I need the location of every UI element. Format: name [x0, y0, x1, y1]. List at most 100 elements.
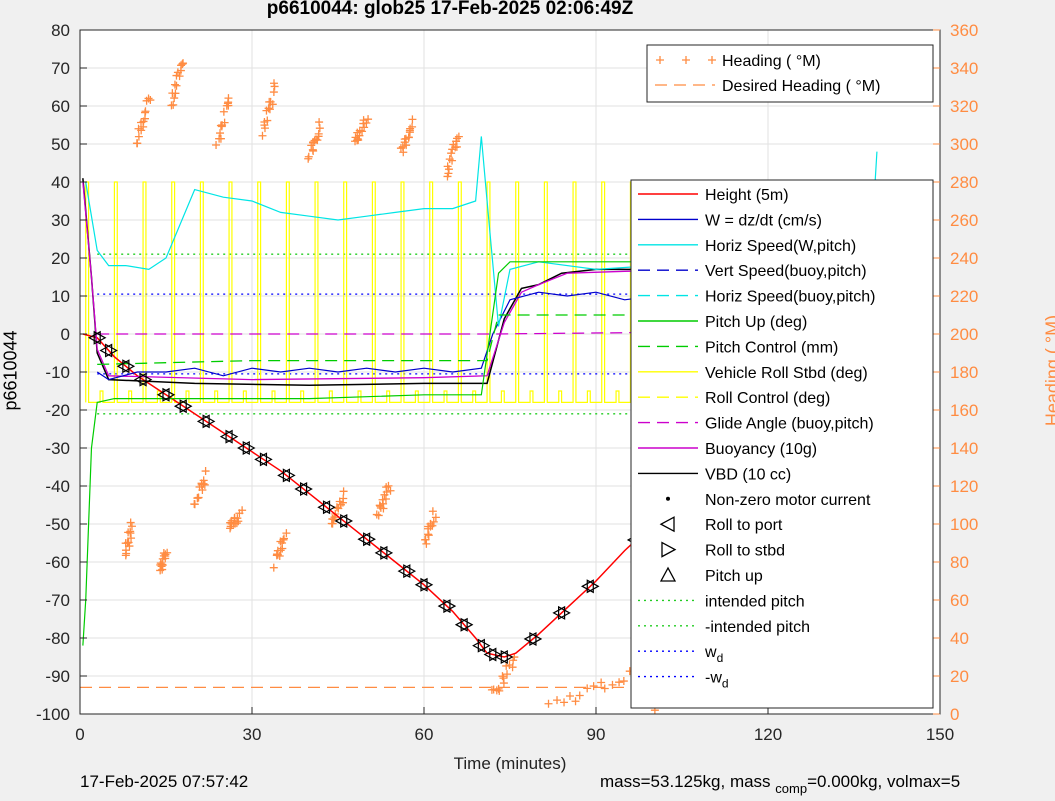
heading-point [384, 481, 393, 490]
roll-to-stbd-marker [380, 545, 394, 560]
heading-point [589, 682, 598, 691]
heading-point [362, 118, 371, 127]
legend-main-label: Glide Angle (buoy,pitch) [705, 416, 874, 433]
x-tick-label: 30 [243, 725, 262, 744]
y-tick-label: -50 [45, 515, 70, 534]
y-tick-label: -90 [45, 667, 70, 686]
y-tick-label: 80 [51, 21, 70, 40]
chart-title: p6610044: glob25 17-Feb-2025 02:06:49Z [266, 0, 634, 19]
legend-main-label: Roll to stbd [705, 543, 785, 560]
heading-point [315, 118, 324, 127]
heading-point [125, 542, 134, 551]
heading-point [428, 507, 437, 516]
heading-point [404, 133, 413, 142]
x-tick-label: 150 [926, 725, 954, 744]
y-tick-label: 50 [51, 135, 70, 154]
y-tick-label: -70 [45, 591, 70, 610]
roll-to-stbd-marker [179, 399, 193, 414]
left-y-ticks: -100-90-80-70-60-50-40-30-20-10010203040… [36, 21, 87, 724]
heading-point [132, 139, 141, 148]
y2-tick-label: 0 [950, 705, 959, 724]
y-tick-label: -10 [45, 363, 70, 382]
heading-point [200, 480, 209, 489]
y2-tick-label: 240 [950, 249, 978, 268]
roll-to-stbd-marker [300, 482, 313, 497]
heading-point [279, 535, 288, 544]
legend-swatch [659, 516, 675, 533]
heading-point [544, 699, 553, 708]
roll-to-stbd-marker [403, 564, 417, 579]
legend-heading-box [646, 44, 934, 103]
y2-tick-label: 320 [950, 97, 978, 116]
heading-point [364, 115, 373, 124]
heading-point [260, 121, 269, 130]
heading-point [402, 141, 411, 150]
roll-to-stbd-marker [586, 579, 600, 594]
heading-point [270, 79, 279, 88]
legend-main-label: Roll Control (deg) [705, 390, 830, 407]
legend-subscript: d [717, 651, 724, 665]
heading-point [171, 89, 180, 98]
roll-to-stbd-marker [93, 330, 107, 345]
comp-text: =0.000kg, volmax=5 [807, 772, 961, 791]
heading-point [224, 101, 233, 110]
legend-main-label: Roll to port [705, 517, 783, 534]
heading-point [378, 495, 387, 504]
heading-point [499, 674, 508, 683]
heading-point [170, 80, 179, 89]
heading-point [179, 59, 188, 68]
roll-to-stbd-marker [225, 429, 239, 444]
heading-point [275, 552, 284, 561]
series-glide_angle [97, 329, 877, 335]
heading-point [495, 686, 504, 695]
legend-main-label: Vehicle Roll Stbd (deg) [705, 365, 868, 382]
heading-point [137, 126, 146, 135]
legend-swatch [666, 496, 670, 501]
heading-point [708, 56, 716, 64]
roll-to-stbd-marker [162, 387, 176, 402]
heading-point [408, 115, 417, 124]
y2-tick-label: 140 [950, 439, 978, 458]
legend-subscript: d [722, 677, 729, 691]
roll-to-stbd-marker [443, 599, 457, 614]
heading-point [263, 116, 272, 125]
heading-point [429, 517, 438, 526]
heading-point [156, 566, 165, 575]
heading-point [276, 546, 285, 555]
legend-main-label: Horiz Speed(buoy,pitch) [705, 289, 875, 306]
y-tick-label: 30 [51, 211, 70, 230]
legend-swatch [661, 541, 677, 558]
legend-swatch [659, 566, 677, 582]
legend-main-label: Pitch Control (mm) [705, 339, 838, 356]
heading-point [258, 131, 267, 140]
roll-to-stbd-marker [460, 617, 474, 632]
heading-point [360, 123, 369, 132]
heading-point [233, 514, 242, 523]
heading-point [381, 495, 390, 504]
heading-point [141, 108, 150, 117]
roll-to-stbd-marker [529, 631, 543, 646]
heading-point [127, 522, 136, 531]
mass-text: mass=53.125kg, mass [600, 772, 771, 791]
heading-point [212, 141, 221, 149]
heading-point [494, 684, 503, 693]
heading-point [134, 132, 143, 141]
x-tick-label: 60 [415, 725, 434, 744]
heading-point [408, 122, 417, 131]
heading-point [172, 81, 181, 90]
roll-to-stbd-marker [500, 649, 514, 665]
heading-point [682, 56, 690, 64]
heading-point [124, 538, 133, 547]
legend-main-label: -intended pitch [705, 619, 810, 636]
heading-point [565, 692, 574, 701]
heading-point [398, 142, 407, 151]
x-tick-label: 120 [754, 725, 782, 744]
legend-main-label: Horiz Speed(W,pitch) [705, 238, 856, 255]
heading-point [142, 96, 151, 105]
heading-point [279, 534, 288, 543]
roll-to-stbd-marker [558, 605, 571, 620]
y-tick-label: -100 [36, 705, 70, 724]
heading-point [358, 127, 367, 136]
heading-point [198, 485, 207, 494]
legend-heading-label: Heading ( °M) [722, 53, 821, 70]
